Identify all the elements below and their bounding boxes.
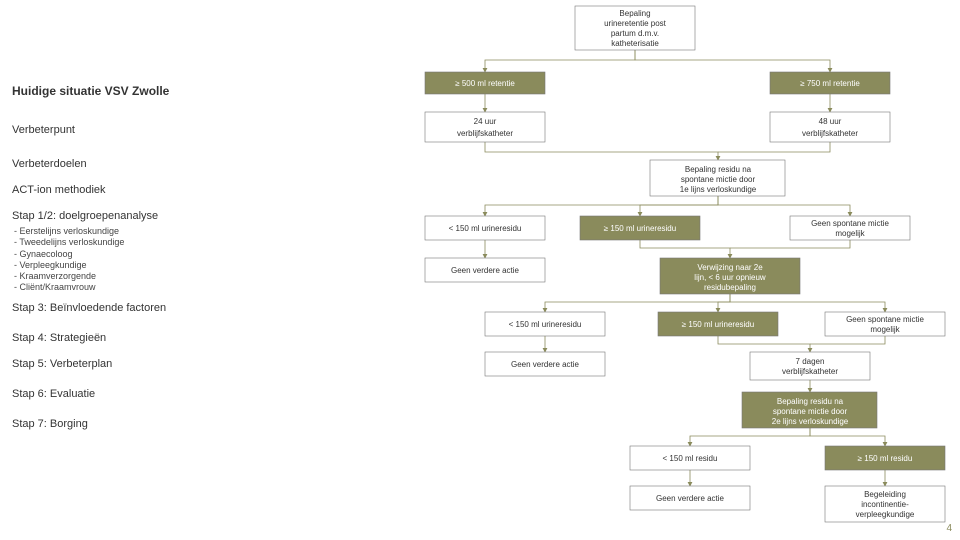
node-begel: Begeleidingincontinentie-verpleegkundige <box>825 486 945 522</box>
sidebar-item-verbeterdoelen: Verbeterdoelen <box>12 156 292 172</box>
node-lt150c: < 150 ml residu <box>630 446 750 470</box>
svg-text:≥ 150 ml residu: ≥ 150 ml residu <box>858 454 913 463</box>
sublist-6: - Cliënt/Kraamvrouw <box>14 282 292 293</box>
sidebar-item-action: ACT-ion methodiek <box>12 182 292 198</box>
node-gsm1: Geen spontane mictiemogelijk <box>790 216 910 240</box>
sublist-1: - Eerstelijns verloskundige <box>14 226 292 237</box>
sidebar: Huidige situatie VSV Zwolle Verbeterpunt… <box>12 84 292 432</box>
sublist-4: - Verpleegkundige <box>14 260 292 271</box>
node-bep2: Bepaling residu naspontane mictie door2e… <box>742 392 877 428</box>
node-bep1: Bepaling residu naspontane mictie door1e… <box>650 160 785 196</box>
sidebar-sublist: - Eerstelijns verloskundige - Tweedelijn… <box>14 226 292 294</box>
svg-text:≥ 150 ml urineresidu: ≥ 150 ml urineresidu <box>682 320 754 329</box>
svg-text:≥ 500 ml retentie: ≥ 500 ml retentie <box>455 79 515 88</box>
node-lt150a: < 150 ml urineresidu <box>425 216 545 240</box>
svg-text:Bepaling residu naspontane mic: Bepaling residu naspontane mictie door2e… <box>772 397 849 426</box>
node-verw: Verwijzing naar 2elijn, < 6 uur opnieuwr… <box>660 258 800 294</box>
node-7d: 7 dagenverblijfskatheter <box>750 352 870 380</box>
sublist-2: - Tweedelijns verloskundige <box>14 237 292 248</box>
sidebar-item-stap6: Stap 6: Evaluatie <box>12 386 292 402</box>
node-gva3: Geen verdere actie <box>630 486 750 510</box>
svg-text:Bepaling residu naspontane mic: Bepaling residu naspontane mictie door1e… <box>680 165 757 194</box>
node-gsm2: Geen spontane mictiemogelijk <box>825 312 945 336</box>
node-48u: 48 uurverblijfskatheter <box>770 112 890 142</box>
page-number: 4 <box>946 523 952 534</box>
node-ge500: ≥ 500 ml retentie <box>425 72 545 94</box>
svg-text:≥ 150 ml urineresidu: ≥ 150 ml urineresidu <box>604 224 676 233</box>
svg-text:≥ 750 ml retentie: ≥ 750 ml retentie <box>800 79 860 88</box>
svg-text:Geen verdere actie: Geen verdere actie <box>451 266 520 275</box>
flowchart: Bepalingurineretentie postpartum d.m.v.k… <box>330 0 950 540</box>
svg-text:< 150 ml residu: < 150 ml residu <box>663 454 718 463</box>
node-ge750: ≥ 750 ml retentie <box>770 72 890 94</box>
sidebar-item-stap7: Stap 7: Borging <box>12 416 292 432</box>
sidebar-item-stap4: Stap 4: Strategieën <box>12 330 292 346</box>
sidebar-heading: Huidige situatie VSV Zwolle <box>12 84 292 98</box>
svg-text:< 150 ml urineresidu: < 150 ml urineresidu <box>509 320 582 329</box>
svg-text:Verwijzing naar 2elijn, < 6 uu: Verwijzing naar 2elijn, < 6 uur opnieuwr… <box>694 263 766 292</box>
node-ge150a: ≥ 150 ml urineresidu <box>580 216 700 240</box>
sidebar-item-stap5: Stap 5: Verbeterplan <box>12 356 292 372</box>
node-ge150b: ≥ 150 ml urineresidu <box>658 312 778 336</box>
sidebar-item-verbeterpunt: Verbeterpunt <box>12 122 292 138</box>
node-24u: 24 uurverblijfskatheter <box>425 112 545 142</box>
node-lt150b: < 150 ml urineresidu <box>485 312 605 336</box>
node-top: Bepalingurineretentie postpartum d.m.v.k… <box>575 6 695 50</box>
node-gva1: Geen verdere actie <box>425 258 545 282</box>
sidebar-item-stap3: Stap 3: Beïnvloedende factoren <box>12 300 292 316</box>
sublist-3: - Gynaecoloog <box>14 249 292 260</box>
sublist-5: - Kraamverzorgende <box>14 271 292 282</box>
svg-text:Geen verdere actie: Geen verdere actie <box>511 360 580 369</box>
svg-text:< 150 ml urineresidu: < 150 ml urineresidu <box>449 224 522 233</box>
node-gva2: Geen verdere actie <box>485 352 605 376</box>
node-ge150c: ≥ 150 ml residu <box>825 446 945 470</box>
sidebar-item-stap12: Stap 1/2: doelgroepenanalyse <box>12 208 292 224</box>
svg-text:Geen verdere actie: Geen verdere actie <box>656 494 725 503</box>
